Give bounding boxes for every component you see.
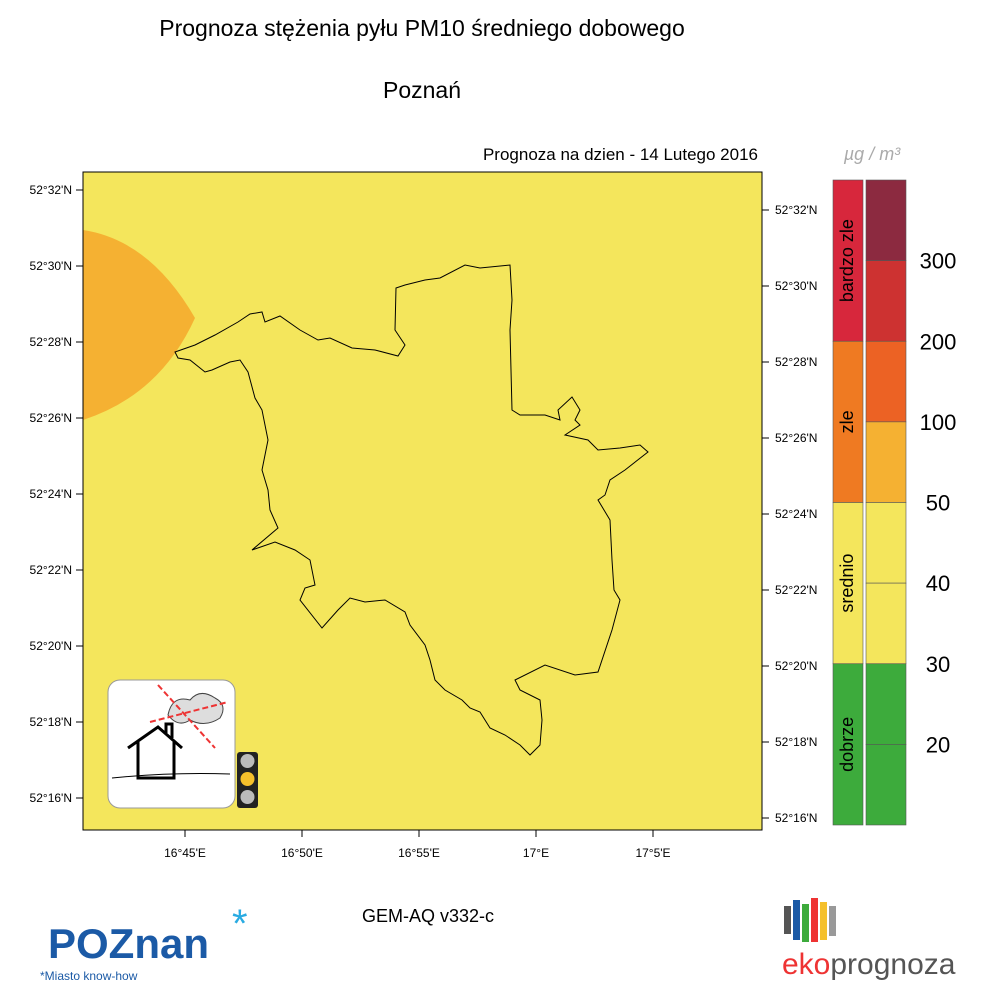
lat-label: 52°20'N <box>30 639 72 653</box>
lat-label: 52°26'N <box>30 411 72 425</box>
level-label: 40 <box>926 571 950 596</box>
lat-label: 52°16'N <box>775 811 817 825</box>
color-band <box>865 340 907 423</box>
lat-label: 52°32'N <box>30 183 72 197</box>
light-off <box>240 790 255 804</box>
lon-label: 16°55'E <box>398 846 440 860</box>
lat-label: 52°22'N <box>775 583 817 597</box>
map <box>82 171 763 831</box>
unit: µg / m³ <box>843 144 901 164</box>
category-label: zle <box>837 410 857 433</box>
map-frame <box>82 171 763 831</box>
prognoza: prognoza <box>830 948 955 981</box>
lat-label: 52°24'N <box>775 507 817 521</box>
lat-label: 52°28'N <box>775 355 817 369</box>
level-label: 100 <box>920 410 957 435</box>
slogan: *Miasto know-how <box>40 969 138 983</box>
lon-label: 17°5'E <box>635 846 670 860</box>
category-band <box>832 502 864 665</box>
category-band <box>832 179 864 342</box>
lat-label: 52°18'N <box>775 735 817 749</box>
city-boundary <box>174 264 649 756</box>
model-name: GEM-AQ v332-c <box>362 906 494 926</box>
house-drawing <box>127 722 183 780</box>
color-band <box>865 663 907 745</box>
lat-label: 52°30'N <box>775 279 817 293</box>
level-label: 30 <box>926 652 950 677</box>
lat-label: 52°24'N <box>30 487 72 501</box>
color-band <box>865 502 907 584</box>
eko: eko <box>782 948 830 981</box>
eko-icon <box>784 898 836 942</box>
city: Poznań <box>383 77 461 103</box>
lon-label: 16°45'E <box>164 846 206 860</box>
category-label: bardzo zle <box>837 219 857 302</box>
forecast-date: Prognoza na dzien - 14 Lutego 2016 <box>483 145 758 164</box>
lat-label: 52°30'N <box>30 259 72 273</box>
level-label: 50 <box>926 491 950 516</box>
color-band <box>865 260 907 342</box>
eko-logo: ekoprognoza <box>782 948 956 981</box>
level-label: 200 <box>920 329 957 354</box>
color-band <box>865 582 907 665</box>
light-on <box>240 772 255 786</box>
lat-label: 52°16'N <box>30 791 72 805</box>
cloud-drawing <box>167 693 224 724</box>
pollution-area <box>83 230 195 420</box>
category-band <box>832 340 864 503</box>
lat-label: 52°20'N <box>775 659 817 673</box>
lat-label: 52°22'N <box>30 563 72 577</box>
logo-star: * <box>232 902 248 946</box>
lat-label: 52°26'N <box>775 431 817 445</box>
lon-label: 17°E <box>523 846 549 860</box>
level-label: 300 <box>920 249 957 274</box>
category-label: dobrze <box>837 717 857 772</box>
category-label: srednio <box>837 554 857 613</box>
lat-label: 52°32'N <box>775 203 817 217</box>
title: Prognoza stężenia pyłu PM10 średniego do… <box>159 15 685 41</box>
icon <box>107 679 258 809</box>
color-band <box>865 744 907 826</box>
poznan-logo: POZnan <box>48 920 209 967</box>
lat-label: 52°18'N <box>30 715 72 729</box>
lon-label: 16°50'E <box>281 846 323 860</box>
light-off <box>240 754 255 768</box>
level-label: 20 <box>926 732 950 757</box>
lat-label: 52°28'N <box>30 335 72 349</box>
ground-drawing <box>111 773 231 779</box>
category-band <box>832 663 864 826</box>
color-band <box>865 421 907 503</box>
cross-drawing <box>149 684 229 749</box>
color-band <box>865 179 907 261</box>
